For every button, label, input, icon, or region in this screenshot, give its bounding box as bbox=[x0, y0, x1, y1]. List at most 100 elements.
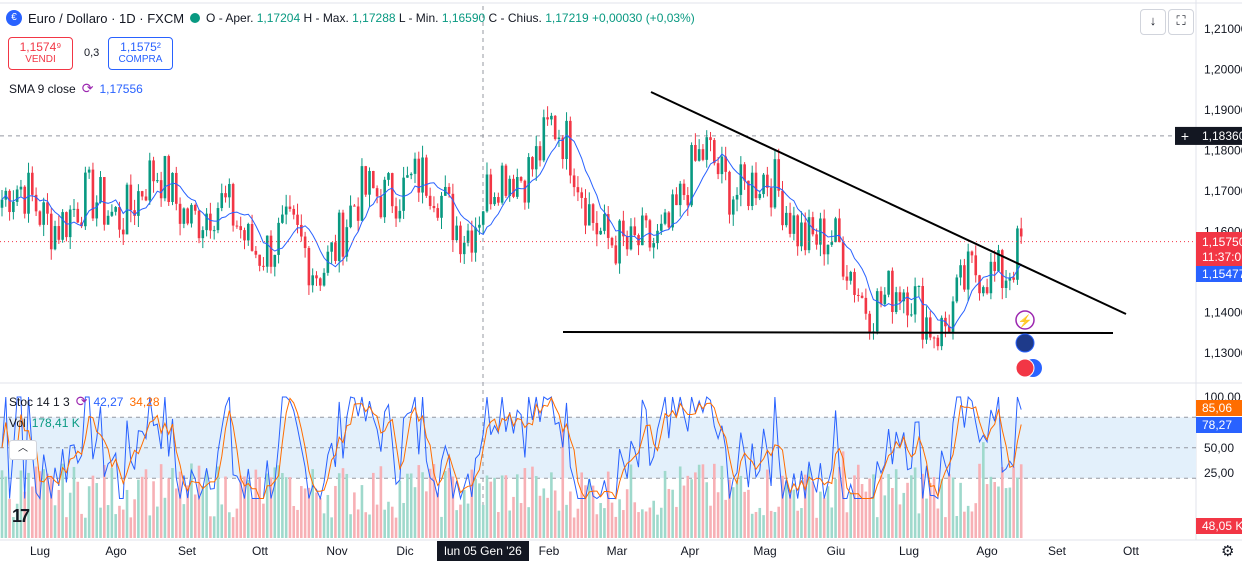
ohlc-readout: O - Aper. 1,17204 H - Max. 1,17288 L - M… bbox=[206, 11, 695, 25]
candle-body bbox=[705, 137, 709, 160]
volume-bar bbox=[853, 475, 856, 538]
candle-body bbox=[281, 214, 284, 223]
arrow-down-icon[interactable]: ↓ bbox=[1140, 9, 1166, 35]
volume-bar bbox=[694, 472, 697, 538]
volume-bar bbox=[898, 504, 902, 538]
candle-body bbox=[1019, 228, 1023, 237]
candle-body bbox=[925, 317, 928, 340]
volume-bar bbox=[504, 475, 508, 538]
candle-body bbox=[713, 140, 716, 164]
candle-body bbox=[413, 158, 417, 174]
time-axis-label: Lug bbox=[899, 544, 919, 558]
candle-body bbox=[777, 159, 781, 191]
volume-bar bbox=[864, 491, 868, 538]
candle-body bbox=[428, 195, 432, 206]
candle-body bbox=[425, 157, 428, 196]
volume-bar bbox=[421, 472, 424, 538]
volume-bar bbox=[364, 512, 368, 538]
candle-body bbox=[667, 212, 671, 228]
candle-body bbox=[591, 204, 595, 223]
volume-bar bbox=[587, 479, 591, 538]
volume-bar bbox=[4, 476, 8, 538]
volume-bar bbox=[140, 476, 144, 538]
time-axis-label: Apr bbox=[681, 544, 700, 558]
volume-bar bbox=[379, 466, 383, 538]
candle-body bbox=[103, 177, 106, 225]
candle-body bbox=[231, 184, 235, 226]
volume-bar bbox=[913, 467, 917, 538]
volume-bar bbox=[440, 516, 443, 538]
volume-bar bbox=[163, 497, 167, 538]
candle-body bbox=[978, 275, 981, 294]
refresh-icon[interactable]: ⟳ bbox=[81, 80, 94, 96]
volume-bar bbox=[569, 491, 572, 538]
volume-bar bbox=[110, 468, 114, 538]
volume-bar bbox=[777, 506, 781, 538]
candle-body bbox=[1016, 228, 1019, 280]
candle-body bbox=[156, 180, 159, 182]
volume-bar bbox=[61, 463, 64, 538]
collapse-chevron-icon[interactable]: ︿ bbox=[9, 440, 37, 460]
candle-body bbox=[989, 261, 993, 294]
time-axis-label: Dic bbox=[396, 544, 413, 558]
volume-legend[interactable]: Vol 178,41 K bbox=[9, 416, 80, 430]
buy-price: 1,1575² bbox=[120, 40, 161, 54]
gear-icon[interactable]: ⚙ bbox=[1221, 543, 1235, 560]
candle-body bbox=[754, 172, 758, 199]
fullscreen-icon[interactable]: ⛶ bbox=[1168, 9, 1194, 35]
candle-body bbox=[379, 196, 383, 218]
volume-bar bbox=[65, 517, 68, 538]
last-price-label: 1,15750 bbox=[1202, 235, 1242, 249]
candle-body bbox=[739, 164, 743, 195]
candle-body bbox=[891, 270, 894, 312]
volume-bar bbox=[254, 469, 258, 538]
sell-button[interactable]: 1,1574⁹ VENDI bbox=[8, 37, 73, 70]
volume-bar bbox=[754, 511, 758, 538]
volume-bar bbox=[114, 514, 117, 538]
candle-body bbox=[644, 215, 648, 221]
candle-body bbox=[675, 194, 678, 206]
candle-body bbox=[201, 230, 205, 239]
buy-button[interactable]: 1,1575² COMPRA bbox=[108, 37, 173, 70]
candle-body bbox=[565, 120, 568, 160]
candle-body bbox=[277, 222, 280, 255]
stoch-legend[interactable]: Stoc 14 1 3 ⟳ 42,27 34,28 bbox=[9, 393, 160, 410]
volume-bar bbox=[235, 508, 239, 538]
volume-bar bbox=[940, 478, 943, 538]
candle-body bbox=[76, 208, 80, 223]
candle-body bbox=[849, 271, 853, 281]
candle-body bbox=[38, 211, 42, 225]
volume-bar bbox=[269, 477, 273, 538]
euro-dollar-flag-icon[interactable]: € bbox=[6, 10, 22, 26]
candle-body bbox=[894, 292, 898, 312]
volume-bar bbox=[508, 510, 512, 538]
candle-body bbox=[515, 177, 519, 197]
candle-body bbox=[758, 194, 762, 199]
volume-bar bbox=[0, 470, 4, 538]
volume-bar bbox=[353, 492, 356, 538]
buy-label: COMPRA bbox=[118, 54, 163, 65]
volume-bar bbox=[686, 475, 690, 538]
volume-bar bbox=[144, 469, 148, 538]
volume-bar bbox=[580, 472, 583, 538]
volume-bar bbox=[216, 466, 220, 538]
candle-body bbox=[735, 194, 739, 200]
candle-body bbox=[31, 172, 34, 195]
refresh-icon[interactable]: ⟳ bbox=[75, 393, 88, 409]
candle-body bbox=[360, 166, 364, 221]
symbol-title[interactable]: Euro / Dollaro · 1D · FXCM bbox=[28, 10, 185, 26]
candle-body bbox=[697, 149, 701, 161]
countdown-label: 11:37:0 bbox=[1202, 250, 1241, 264]
sma-legend[interactable]: SMA 9 close ⟳ 1,17556 bbox=[9, 80, 143, 97]
candle-body bbox=[383, 179, 386, 218]
volume-bar bbox=[815, 517, 818, 538]
candle-body bbox=[451, 193, 455, 241]
candle-body bbox=[879, 291, 883, 305]
volume-bar bbox=[671, 489, 674, 538]
candle-body bbox=[815, 234, 818, 245]
price-tick-label: 1,18000 bbox=[1204, 144, 1242, 158]
volume-bar bbox=[819, 491, 822, 538]
close-value: 1,17219 bbox=[545, 11, 589, 25]
candle-body bbox=[671, 194, 674, 228]
